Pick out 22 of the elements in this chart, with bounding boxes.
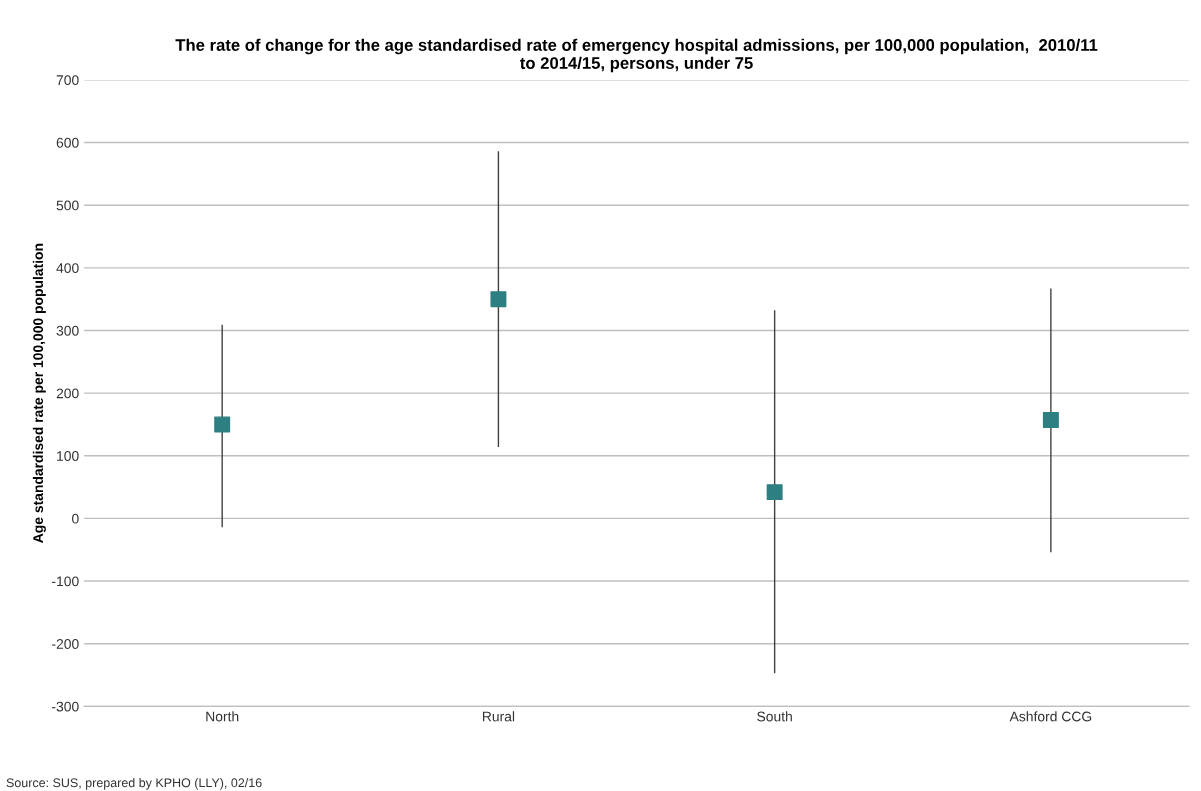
y-tick-label: 300	[56, 325, 79, 336]
point	[766, 484, 783, 501]
y-tick-label: -300	[52, 701, 79, 712]
y-tick-label: 400	[56, 263, 79, 273]
source-note: Source: SUS, prepared by KPHO (LLY), 02/16	[6, 777, 262, 790]
y-tick-label: 600	[56, 137, 79, 148]
point	[1042, 412, 1059, 429]
y-tick-label: 200	[56, 388, 79, 399]
y-tick-label: 100	[57, 451, 79, 461]
point	[214, 416, 231, 433]
x-tick-label: Rural	[482, 711, 515, 722]
y-tick-label: -200	[52, 639, 79, 649]
point	[490, 291, 507, 308]
y-tick-label: -100	[52, 576, 79, 587]
x-tick-label: North	[206, 711, 239, 722]
chart-title: The rate of change for the age standardised rate of emergency hospital admissions, per 100,000 population, 2010/11 to 2014/15, persons, under 75	[175, 38, 1098, 73]
x-tick-label: Ashford CCG	[1009, 711, 1092, 722]
y-axis-title: Age standardised rate per 100,000 population	[32, 243, 46, 543]
y-tick-label: 0	[72, 513, 79, 524]
y-tick-label: 500	[56, 200, 79, 211]
y-tick-label: 700	[56, 75, 79, 86]
x-tick-label: South	[757, 711, 792, 722]
